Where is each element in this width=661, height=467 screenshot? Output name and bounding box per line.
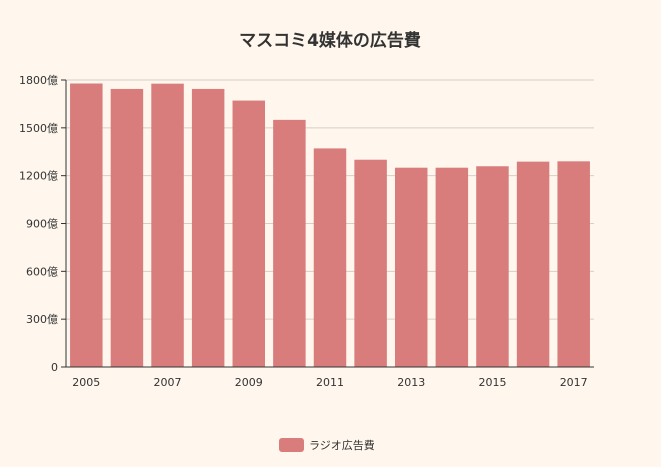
- x-tick-label: 2009: [235, 376, 263, 389]
- legend[interactable]: ラジオ広告費: [279, 438, 375, 452]
- bar[interactable]: [232, 100, 266, 368]
- legend-label: ラジオ広告費: [309, 438, 375, 452]
- x-tick-label: 2007: [154, 376, 182, 389]
- bar[interactable]: [313, 148, 347, 367]
- y-tick-label: 600億: [26, 265, 58, 278]
- bar[interactable]: [70, 83, 103, 367]
- bar[interactable]: [110, 88, 144, 367]
- chart-title: マスコミ4媒体の広告費: [239, 30, 421, 51]
- bar[interactable]: [273, 119, 306, 367]
- bar[interactable]: [435, 167, 469, 367]
- bar[interactable]: [151, 83, 184, 367]
- y-tick-label: 1500億: [19, 122, 58, 135]
- legend-swatch: [279, 438, 304, 452]
- bar[interactable]: [191, 88, 225, 367]
- y-tick-label: 1200億: [19, 170, 58, 183]
- y-tick-label: 900億: [26, 218, 58, 231]
- y-tick-label: 300億: [26, 313, 58, 326]
- bars: [70, 83, 590, 368]
- x-tick-label: 2013: [397, 376, 425, 389]
- x-tick-label: 2005: [72, 376, 100, 389]
- x-tick-label: 2015: [478, 376, 506, 389]
- bar[interactable]: [557, 161, 590, 367]
- x-tick-label: 2011: [316, 376, 344, 389]
- y-axis-ticks: 0 300億 600億 900億 1200億 1500億 1800億: [19, 74, 66, 374]
- bar[interactable]: [394, 167, 428, 367]
- bar[interactable]: [354, 159, 387, 367]
- bar[interactable]: [476, 166, 509, 367]
- y-tick-label: 1800億: [19, 74, 58, 87]
- y-tick-label: 0: [51, 361, 58, 374]
- bar[interactable]: [516, 161, 550, 367]
- x-tick-label: 2017: [560, 376, 588, 389]
- x-axis-ticks: 2005 2007 2009 2011 2013 2015 2017: [72, 376, 587, 389]
